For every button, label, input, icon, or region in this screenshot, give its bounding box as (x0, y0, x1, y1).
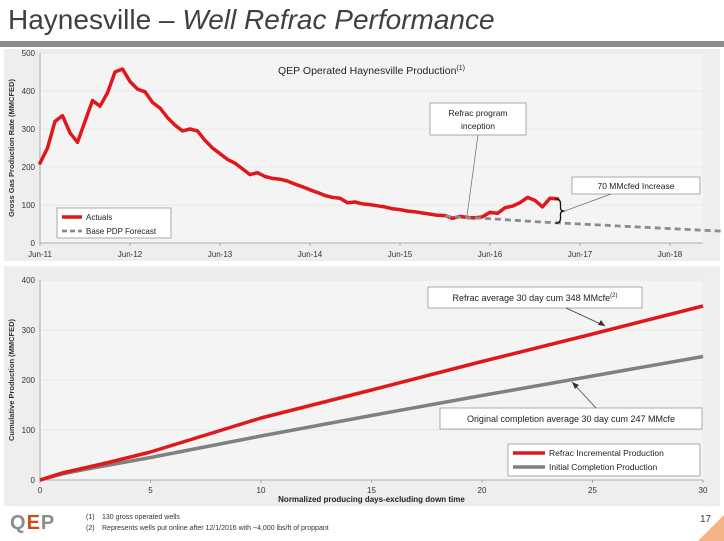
increase-callout (571, 176, 701, 195)
top-xtick-label: Jun-16 (478, 250, 503, 259)
refrac-average-leader (565, 307, 606, 327)
original-completion-callout (439, 407, 703, 430)
footnote-1-text: 130 gross operated wells (102, 514, 180, 521)
bottom-xtick-label: 30 (699, 486, 708, 495)
bottom-ytick-label: 200 (22, 376, 36, 385)
bottom-xtick-label: 15 (367, 486, 376, 495)
bottom-xtick-label: 10 (257, 486, 266, 495)
refrac-inception-callout (429, 102, 527, 136)
top-ytick-label: 300 (22, 125, 36, 134)
bottom-ytick-label: 300 (22, 326, 36, 335)
top-xtick-label: Jun-13 (208, 250, 233, 259)
logo-text: QEP (10, 512, 56, 534)
bottom-ytick-label: 400 (22, 276, 36, 285)
legend-initial-label: Initial Completion Production (549, 462, 657, 472)
top-chart-title: QEP Operated Haynesville Production(1) (278, 65, 465, 77)
top-xtick-label: Jun-14 (298, 250, 323, 259)
legend-refrac-label: Refrac Incremental Production (549, 448, 664, 458)
refrac-inception-line1: Refrac program (448, 108, 507, 118)
top-ytick-label: 0 (31, 239, 36, 248)
top-y-axis-title: Gross Gas Production Rate (MMCFED) (7, 79, 16, 217)
bottom-xtick-label: 0 (38, 486, 43, 495)
top-ytick-label: 200 (22, 163, 36, 172)
top-xtick-label: Jun-12 (118, 250, 143, 259)
title-italic: Well Refrac Performance (182, 4, 495, 35)
slide-title: Haynesville – Well Refrac Performance (8, 4, 495, 36)
top-legend-box (56, 207, 172, 239)
qep-logo: QEP (10, 512, 55, 535)
refrac-average-callout (427, 286, 643, 309)
refrac-average-arrowhead (598, 320, 605, 326)
top-xtick-label: Jun-11 (28, 250, 52, 259)
base-pdp-forecast-line (444, 215, 723, 233)
top-ytick-label: 500 (22, 49, 36, 58)
footnote-2-num: (2) (86, 525, 95, 532)
refrac-inception-leader (466, 134, 479, 217)
bottom-xtick-label: 20 (478, 486, 487, 495)
top-ytick-label: 100 (22, 201, 36, 210)
refrac-average-sup: (2) (610, 293, 617, 299)
footnote-2-text: Represents wells put online after 12/1/2… (102, 525, 329, 532)
actuals-line (38, 67, 560, 221)
refrac-inception-line2: inception (461, 121, 495, 131)
corner-decoration (698, 515, 724, 541)
bottom-xtick-label: 5 (148, 486, 153, 495)
footnote-1: (1) 130 gross operated wells (86, 512, 329, 523)
title-rule (0, 41, 724, 47)
bottom-xtick-label: 25 (588, 486, 597, 495)
increase-callout-label: 70 MMcfed Increase (597, 181, 674, 191)
original-completion-arrowhead (572, 382, 579, 389)
refrac-incremental-line (39, 304, 704, 482)
title-main: Haynesville – (8, 4, 183, 35)
legend-forecast-label: Base PDP Forecast (86, 227, 157, 236)
footnote-1-num: (1) (86, 514, 95, 521)
increase-leader (564, 193, 612, 212)
legend-actuals-label: Actuals (86, 213, 112, 222)
top-xtick-label: Jun-18 (658, 250, 683, 259)
bottom-ytick-label: 0 (31, 476, 36, 485)
footnotes: (1) 130 gross operated wells (2) Represent… (86, 512, 329, 534)
bottom-legend-box (507, 443, 701, 477)
bottom-y-axis-title: Cumulative Production (MMCFED) (7, 318, 16, 441)
bottom-ytick-label: 100 (22, 426, 36, 435)
refrac-average-label: Refrac average 30 day cum 348 MMcfe(2) (453, 293, 618, 303)
bottom-x-axis-title: Normalized producing days-excluding down… (278, 495, 465, 504)
top-xtick-label: Jun-15 (388, 250, 413, 259)
top-xtick-label: Jun-17 (568, 250, 593, 259)
footnote-2: (2) Represents wells put online after 12/… (86, 523, 329, 534)
original-completion-label: Original completion average 30 day cum 2… (467, 414, 675, 424)
top-ytick-label: 400 (22, 87, 36, 96)
top-chart-title-sup: (1) (456, 65, 465, 72)
